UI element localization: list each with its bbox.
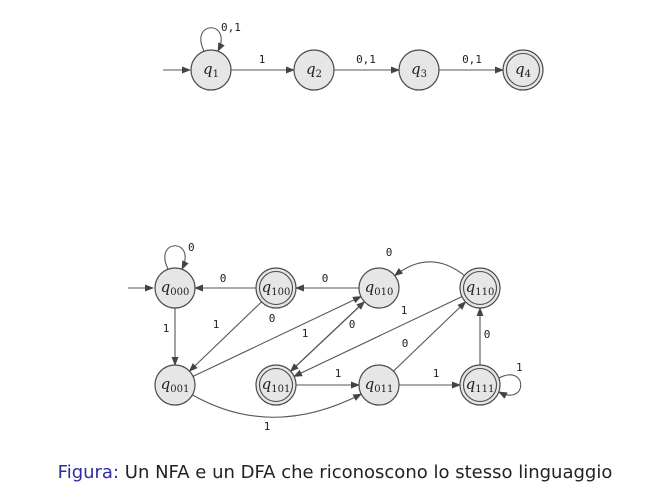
dfa-transition-q010-q101-label: 1 <box>302 327 309 340</box>
dfa-transition-q100-q001-label: 1 <box>213 318 220 331</box>
dfa-transition-q110-q010 <box>393 261 465 277</box>
dfa-state-q110: q110 <box>459 267 501 309</box>
dfa-transition-q001-q010 <box>192 296 362 377</box>
figure-caption: Figura: Un NFA e un DFA che riconoscono … <box>0 462 670 483</box>
dfa-state-q100: q100 <box>255 267 297 309</box>
accepting-ring <box>505 52 541 88</box>
dfa-transition-q001-q010-label: 0 <box>269 312 276 325</box>
state-circle <box>459 267 501 309</box>
nfa-diagram: 0,1 1 0,1 0,1 q1 q2 q3 q4 <box>163 21 544 91</box>
state-label: q010 <box>365 278 394 298</box>
state-label: q110 <box>466 278 495 298</box>
nfa-state-q4: q4 <box>502 49 544 91</box>
dfa-transition-q110-q010-label: 0 <box>386 246 393 259</box>
state-label: q1 <box>203 60 219 80</box>
state-circle <box>358 364 400 406</box>
accepting-ring <box>258 367 294 403</box>
dfa-transition-q011-q111-label: 1 <box>433 367 440 380</box>
state-label: q2 <box>306 60 322 80</box>
dfa-state-q011: q011 <box>358 364 400 406</box>
state-label: q001 <box>161 375 190 395</box>
state-label: q011 <box>365 375 394 395</box>
accepting-ring <box>462 270 498 306</box>
caption-lead: Figura: <box>57 462 120 483</box>
state-circle <box>154 364 196 406</box>
dfa-transition-q100-q000-label: 0 <box>220 272 227 285</box>
dfa-state-q000: q000 <box>154 267 196 309</box>
automata-diagram: 0,1 1 0,1 0,1 q1 q2 q3 q4 0 0 0 0 1 1 0 0 1 1 1 0 1 0 1 1 q000 q… <box>128 21 544 433</box>
dfa-transition-q111-q111 <box>498 374 522 399</box>
state-circle <box>154 267 196 309</box>
state-label: q000 <box>161 278 190 298</box>
dfa-diagram: 0 0 0 0 1 1 0 0 1 1 1 0 1 0 1 1 q000 q100 q010 q110 q001 q101… <box>128 241 523 433</box>
dfa-transition-q111-q111-label: 1 <box>516 361 523 374</box>
dfa-state-q010: q010 <box>358 267 400 309</box>
dfa-transition-q010-q101 <box>289 301 365 372</box>
state-circle <box>502 49 544 91</box>
accepting-ring <box>462 367 498 403</box>
accepting-ring <box>258 270 294 306</box>
state-circle <box>190 49 232 91</box>
caption-text: Un NFA e un DFA che riconoscono lo stess… <box>124 462 613 483</box>
nfa-state-q2: q2 <box>293 49 335 91</box>
state-label: q111 <box>466 375 495 395</box>
state-label: q101 <box>262 375 291 395</box>
state-circle <box>255 267 297 309</box>
nfa-transition-q1-q1-label: 0,1 <box>221 21 241 34</box>
dfa-transition-q110-q101-label: 1 <box>401 304 408 317</box>
dfa-state-q111: q111 <box>459 364 501 406</box>
state-label: q100 <box>262 278 291 298</box>
dfa-transition-q111-q110-label: 0 <box>484 328 491 341</box>
state-circle <box>398 49 440 91</box>
dfa-state-q001: q001 <box>154 364 196 406</box>
nfa-state-q3: q3 <box>398 49 440 91</box>
state-label: q3 <box>411 60 427 80</box>
nfa-state-q1: q1 <box>190 49 232 91</box>
dfa-transition-q000-q000-label: 0 <box>188 241 195 254</box>
state-circle <box>459 364 501 406</box>
state-circle <box>358 267 400 309</box>
dfa-transition-q001-q011-label: 1 <box>264 420 271 433</box>
dfa-transition-q010-q100-label: 0 <box>322 272 329 285</box>
nfa-transition-q3-q4-label: 0,1 <box>462 53 482 66</box>
dfa-transition-q101-q011-label: 1 <box>335 367 342 380</box>
dfa-transition-q101-q010-label: 0 <box>349 318 356 331</box>
dfa-transition-q000-q000 <box>164 245 189 270</box>
nfa-transition-q1-q2-label: 1 <box>259 53 266 66</box>
dfa-transition-q011-q110-label: 0 <box>402 337 409 350</box>
state-label: q4 <box>515 60 531 80</box>
state-circle <box>293 49 335 91</box>
dfa-transition-q000-q001-label: 1 <box>163 322 170 335</box>
dfa-state-q101: q101 <box>255 364 297 406</box>
dfa-transition-q011-q110 <box>393 301 467 372</box>
state-circle <box>255 364 297 406</box>
dfa-transition-q100-q001 <box>188 301 262 372</box>
dfa-transition-q001-q011 <box>192 393 363 418</box>
dfa-transition-q110-q101 <box>293 296 463 377</box>
nfa-transition-q1-q1 <box>200 27 225 52</box>
nfa-transition-q2-q3-label: 0,1 <box>356 53 376 66</box>
